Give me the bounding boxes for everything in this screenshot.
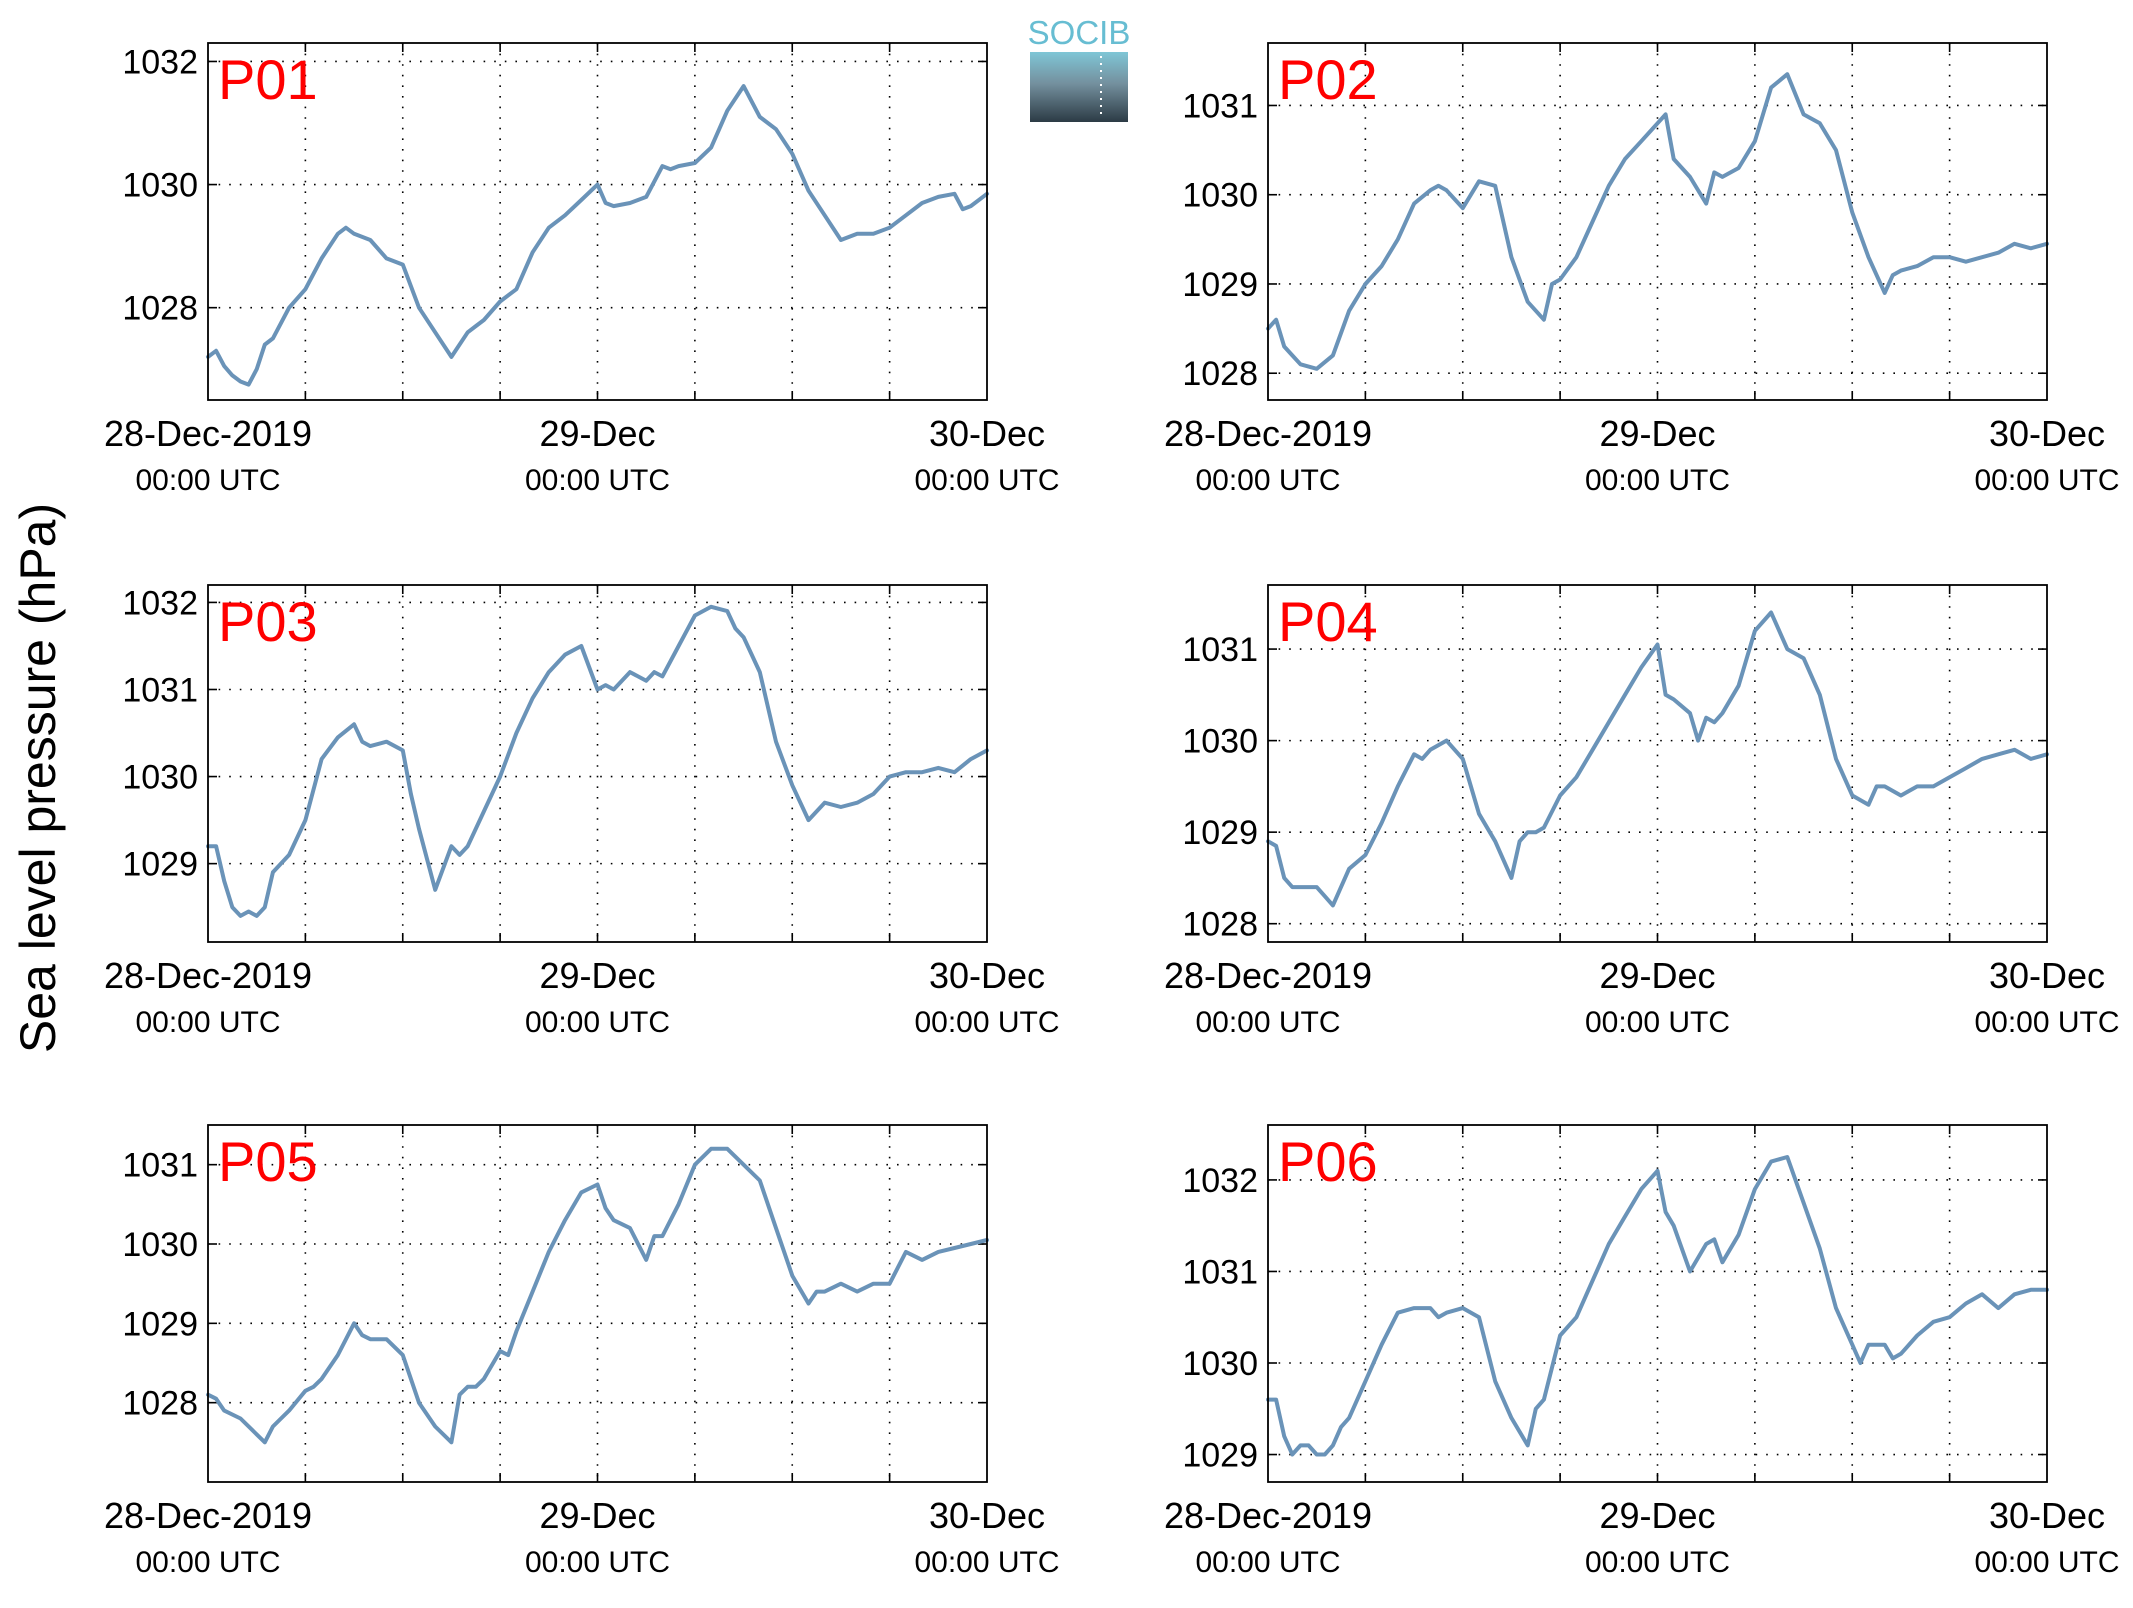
y-tick-label: 1028 [122, 290, 198, 328]
y-tick-label: 1029 [122, 846, 198, 884]
y-tick-label: 1031 [122, 1147, 198, 1185]
panel-p03: 1029 1030 1031 1032 P03 28-Dec-2019 00:00 UTC 2… [104, 584, 1060, 1039]
x-tick-label-time: 00:00 UTC [914, 1006, 1059, 1039]
axes-frame [1267, 1124, 2048, 1483]
x-tick-label-date: 29-Dec [539, 955, 655, 996]
panel-label: P06 [1278, 1130, 1378, 1193]
x-tick-label-time: 00:00 UTC [1974, 464, 2119, 497]
x-tick-label-date: 28-Dec-2019 [104, 413, 312, 454]
y-tick-label: 1029 [122, 1305, 198, 1343]
panel-p01: 1028 1030 1032 P01 28-Dec-2019 00:00 UTC 29-De… [104, 42, 1060, 497]
x-tick-label-time: 00:00 UTC [1195, 1006, 1340, 1039]
y-tick-label: 1030 [1182, 1345, 1258, 1383]
x-tick-label-date: 30-Dec [929, 1495, 1045, 1536]
x-tick-label-time: 00:00 UTC [1585, 464, 1730, 497]
axes-frame [207, 42, 988, 401]
axes-frame [207, 1124, 988, 1483]
y-tick-label: 1029 [1182, 814, 1258, 852]
x-tick-label-date: 29-Dec [1599, 955, 1715, 996]
y-axis-label: Sea level pressure (hPa) [10, 503, 66, 1053]
x-tick-label-time: 00:00 UTC [135, 1546, 280, 1579]
y-tick-label: 1030 [122, 1226, 198, 1264]
panel-p05: 1028 1029 1030 1031 P05 28-Dec-2019 00:00 UTC 2… [104, 1124, 1060, 1579]
y-tick-label: 1030 [1182, 723, 1258, 761]
y-tick-label: 1029 [1182, 266, 1258, 304]
panel-label: P05 [218, 1130, 318, 1193]
axes-frame [1267, 584, 2048, 943]
series-line [206, 604, 989, 918]
series-line [1266, 72, 2049, 371]
y-tick-label: 1029 [1182, 1437, 1258, 1475]
panel-p04: 1028 1029 1030 1031 P04 28-Dec-2019 00:00 UTC 2… [1164, 584, 2120, 1039]
x-tick-label-time: 00:00 UTC [1974, 1006, 2119, 1039]
x-tick-label-time: 00:00 UTC [1585, 1546, 1730, 1579]
x-tick-label-date: 28-Dec-2019 [1164, 1495, 1372, 1536]
x-tick-label-date: 28-Dec-2019 [104, 955, 312, 996]
series-line [1266, 610, 2049, 908]
x-tick-label-time: 00:00 UTC [135, 464, 280, 497]
series-line [1266, 1155, 2049, 1457]
x-tick-label-date: 30-Dec [1989, 955, 2105, 996]
x-tick-label-date: 28-Dec-2019 [1164, 955, 1372, 996]
x-tick-label-time: 00:00 UTC [525, 1546, 670, 1579]
y-tick-label: 1032 [122, 584, 198, 622]
y-tick-label: 1032 [122, 43, 198, 81]
socib-logo: SOCIB [1028, 14, 1131, 122]
x-tick-label-date: 30-Dec [929, 955, 1045, 996]
x-tick-label-time: 00:00 UTC [1974, 1546, 2119, 1579]
panel-label: P01 [218, 48, 318, 111]
y-tick-label: 1031 [1182, 1253, 1258, 1291]
panel-p06: 1029 1030 1031 1032 P06 28-Dec-2019 00:00 UTC 2… [1164, 1124, 2120, 1579]
x-tick-label-date: 30-Dec [1989, 413, 2105, 454]
axes-frame [207, 584, 988, 943]
panel-p02: 1028 1029 1030 1031 P02 28-Dec-2019 00:00 UTC 2… [1164, 42, 2120, 497]
x-tick-label-date: 30-Dec [929, 413, 1045, 454]
x-tick-label-time: 00:00 UTC [1585, 1006, 1730, 1039]
logo-text: SOCIB [1028, 14, 1131, 51]
y-tick-label: 1032 [1182, 1162, 1258, 1200]
y-tick-label: 1031 [1182, 631, 1258, 669]
axes-frame [1267, 42, 2048, 401]
x-tick-label-date: 28-Dec-2019 [1164, 413, 1372, 454]
y-tick-label: 1028 [1182, 906, 1258, 944]
x-tick-label-time: 00:00 UTC [914, 464, 1059, 497]
x-tick-label-time: 00:00 UTC [1195, 464, 1340, 497]
x-tick-label-date: 29-Dec [539, 413, 655, 454]
y-tick-label: 1028 [1182, 355, 1258, 393]
x-tick-label-date: 30-Dec [1989, 1495, 2105, 1536]
panel-label: P02 [1278, 48, 1378, 111]
panel-label: P04 [1278, 590, 1378, 653]
y-tick-label: 1030 [1182, 177, 1258, 215]
x-tick-label-time: 00:00 UTC [914, 1546, 1059, 1579]
logo-block [1030, 52, 1128, 122]
y-tick-label: 1030 [122, 167, 198, 205]
series-line [206, 1146, 989, 1445]
x-tick-label-date: 29-Dec [1599, 413, 1715, 454]
x-tick-label-date: 29-Dec [1599, 1495, 1715, 1536]
x-tick-label-time: 00:00 UTC [135, 1006, 280, 1039]
x-tick-label-time: 00:00 UTC [525, 1006, 670, 1039]
panel-label: P03 [218, 590, 318, 653]
x-tick-label-time: 00:00 UTC [1195, 1546, 1340, 1579]
y-tick-label: 1031 [122, 671, 198, 709]
y-tick-label: 1028 [122, 1385, 198, 1423]
x-tick-label-time: 00:00 UTC [525, 464, 670, 497]
x-tick-label-date: 28-Dec-2019 [104, 1495, 312, 1536]
x-tick-label-date: 29-Dec [539, 1495, 655, 1536]
y-tick-label: 1031 [1182, 87, 1258, 125]
series-line [206, 84, 989, 387]
y-tick-label: 1030 [122, 759, 198, 797]
